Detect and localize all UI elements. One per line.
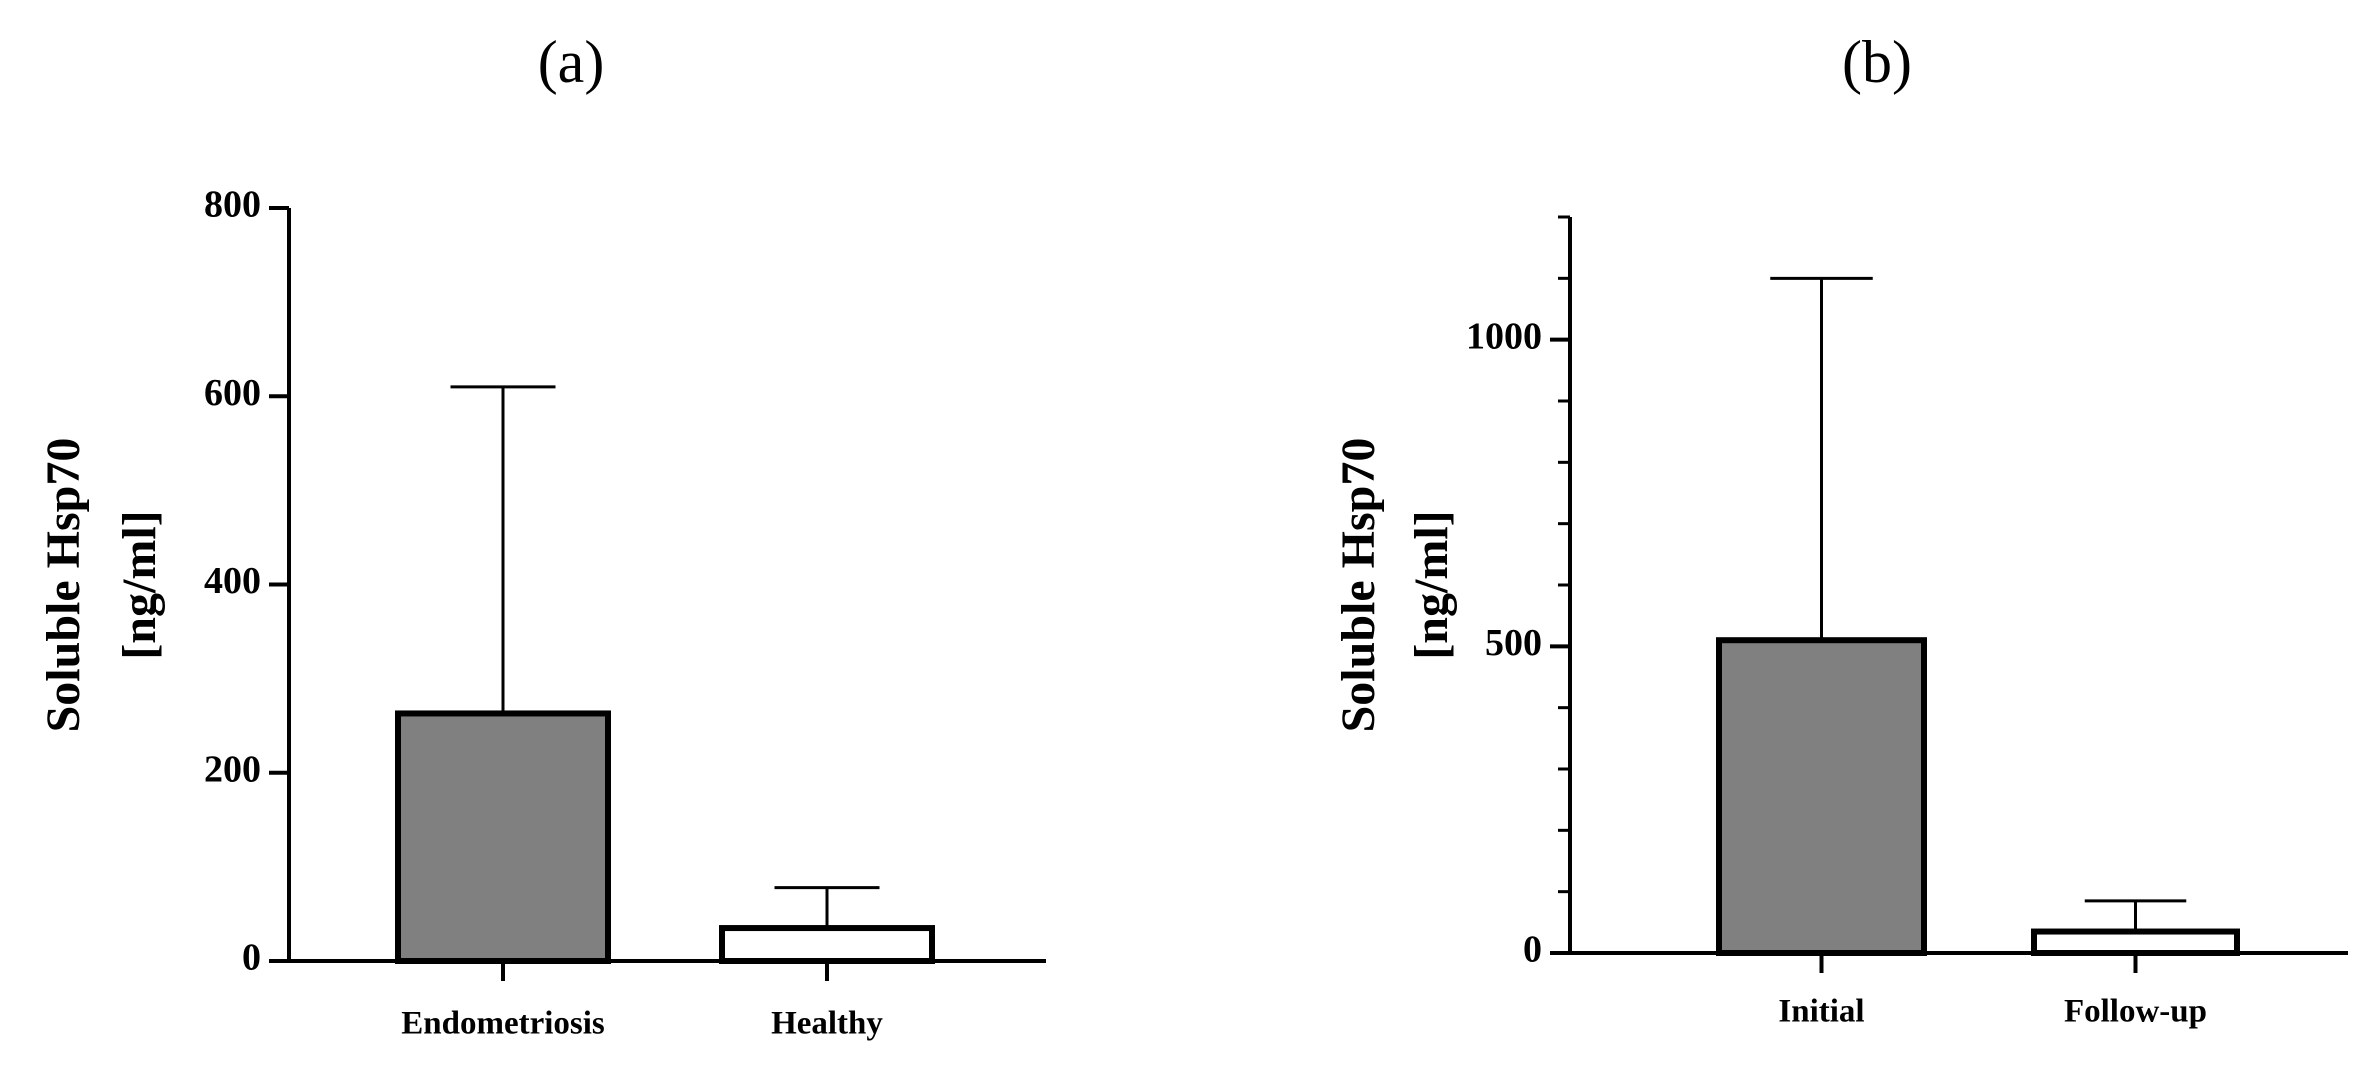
chart-title: (a) [538, 29, 605, 95]
y-tick-label: 600 [204, 372, 261, 414]
y-tick-label: 400 [204, 560, 261, 602]
x-tick-label: Endometriosis [401, 1006, 605, 1042]
y-axis-label: Soluble Hsp70 [1332, 438, 1385, 733]
bar [2031, 928, 2240, 956]
y-axis-label: Soluble Hsp70 [37, 438, 90, 733]
y-tick-label: 800 [204, 184, 261, 226]
y-tick-label: 200 [204, 748, 261, 790]
x-tick-label: Initial [1778, 994, 1864, 1030]
y-axis-label: [ng/ml] [1405, 510, 1458, 659]
bar [719, 925, 935, 965]
x-tick-label: Follow-up [2064, 994, 2207, 1030]
x-tick-label: Healthy [771, 1006, 883, 1042]
y-tick-label: 500 [1485, 622, 1542, 664]
chart-title: (b) [1842, 29, 1912, 95]
bar [395, 710, 611, 964]
bar [1716, 637, 1927, 956]
y-tick-label: 0 [1523, 929, 1542, 971]
y-tick-label: 0 [242, 937, 261, 979]
y-tick-label: 1000 [1466, 315, 1542, 357]
y-axis-label: [ng/ml] [113, 510, 166, 659]
